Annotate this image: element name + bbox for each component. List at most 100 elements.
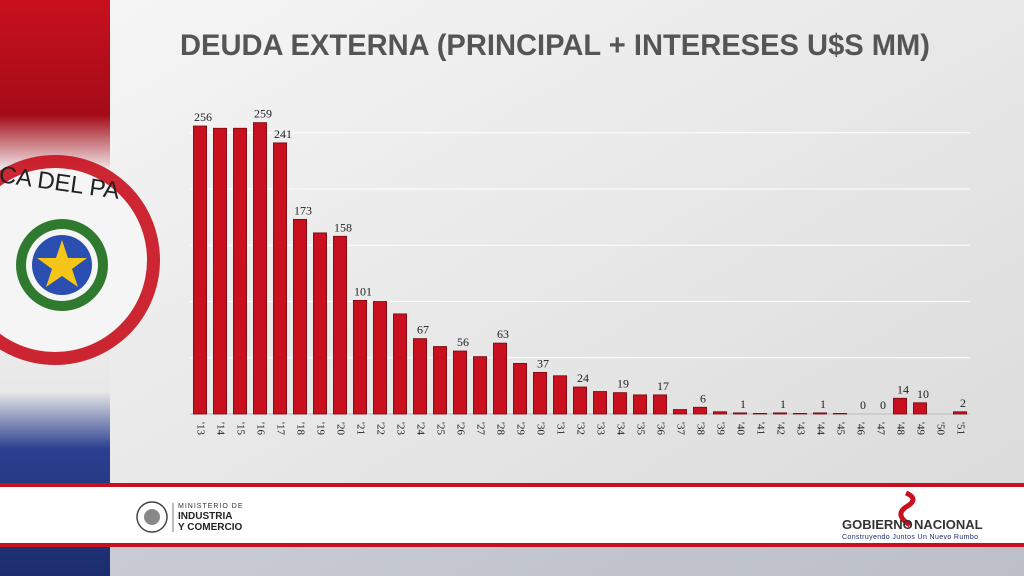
bar bbox=[492, 342, 507, 415]
x-tick-label: '13 bbox=[194, 422, 206, 435]
x-tick-label: '42 bbox=[774, 422, 786, 435]
bar bbox=[833, 413, 848, 415]
ministry-line: INDUSTRIA bbox=[178, 511, 232, 522]
bar bbox=[272, 142, 287, 415]
bar bbox=[633, 394, 648, 415]
x-tick-label: '48 bbox=[894, 422, 906, 435]
data-label: 173 bbox=[294, 203, 312, 217]
bar bbox=[332, 235, 347, 415]
ministry-line: Y COMERCIO bbox=[178, 522, 242, 533]
data-label: 1 bbox=[740, 397, 746, 411]
data-label: 63 bbox=[497, 327, 509, 341]
bar bbox=[292, 218, 307, 415]
bar bbox=[813, 412, 828, 415]
x-tick-label: '30 bbox=[534, 422, 546, 435]
bar bbox=[913, 402, 928, 415]
x-tick-label: '26 bbox=[454, 422, 466, 435]
x-tick-label: '22 bbox=[374, 422, 386, 435]
x-tick-label: '39 bbox=[714, 422, 726, 435]
x-tick-label: '27 bbox=[474, 422, 486, 435]
bar bbox=[673, 409, 688, 415]
bar bbox=[192, 125, 207, 415]
x-tick-label: '46 bbox=[854, 422, 866, 435]
x-tick-label: '41 bbox=[754, 422, 766, 435]
x-tick-label: '44 bbox=[814, 422, 826, 435]
data-label: 56 bbox=[457, 335, 469, 349]
data-label: 259 bbox=[254, 107, 272, 121]
data-label: 256 bbox=[194, 110, 212, 124]
ministry-line: MINISTERIO DE bbox=[178, 503, 244, 510]
bar bbox=[392, 313, 407, 415]
x-tick-label: '29 bbox=[514, 422, 526, 435]
data-label: 10 bbox=[917, 387, 929, 401]
government-name: NACIONAL bbox=[914, 517, 983, 532]
x-tick-label: '18 bbox=[294, 422, 306, 435]
bar bbox=[893, 397, 908, 415]
x-tick-label: '15 bbox=[234, 422, 246, 435]
bar bbox=[312, 232, 327, 415]
bar bbox=[573, 386, 588, 415]
x-tick-label: '14 bbox=[214, 422, 226, 435]
x-tick-label: '45 bbox=[834, 422, 846, 435]
bar bbox=[372, 301, 387, 415]
bar bbox=[793, 413, 808, 415]
x-tick-label: '35 bbox=[634, 422, 646, 435]
x-tick-label: '17 bbox=[274, 422, 286, 435]
government-name: GOBIERNO bbox=[842, 517, 913, 532]
bar bbox=[693, 406, 708, 415]
bar bbox=[412, 338, 427, 415]
bar bbox=[613, 392, 628, 415]
bar bbox=[713, 411, 728, 415]
x-tick-label: '28 bbox=[494, 422, 506, 435]
slogan: Construyendo Juntos Un Nuevo Rumbo bbox=[842, 534, 978, 541]
x-tick-label: '20 bbox=[334, 422, 346, 435]
footer: MINISTERIO DE INDUSTRIA Y COMERCIO GOBIE… bbox=[0, 483, 1024, 576]
x-tick-label: '25 bbox=[434, 422, 446, 435]
flag: ICA DEL PA bbox=[0, 0, 160, 576]
chart-title: DEUDA EXTERNA (PRINCIPAL + INTERESES U$S… bbox=[180, 29, 930, 62]
x-tick-label: '19 bbox=[314, 422, 326, 435]
x-tick-label: '16 bbox=[254, 422, 266, 435]
bar bbox=[753, 413, 768, 415]
bar bbox=[472, 356, 487, 415]
x-tick-label: '43 bbox=[794, 422, 806, 435]
data-label: 14 bbox=[897, 382, 909, 396]
x-tick-label: '31 bbox=[554, 422, 566, 435]
bar bbox=[452, 350, 467, 415]
x-tick-label: '40 bbox=[734, 422, 746, 435]
bar bbox=[212, 127, 227, 415]
data-label: 101 bbox=[354, 284, 372, 298]
bar bbox=[252, 122, 267, 415]
bar bbox=[593, 391, 608, 415]
bar bbox=[773, 412, 788, 415]
x-tick-label: '32 bbox=[574, 422, 586, 435]
bar bbox=[513, 362, 528, 415]
data-label: 158 bbox=[334, 220, 352, 234]
x-tick-label: '50 bbox=[934, 422, 946, 435]
bar bbox=[953, 411, 968, 415]
data-label: 17 bbox=[657, 379, 669, 393]
bar bbox=[232, 127, 247, 415]
data-label: 6 bbox=[700, 391, 706, 405]
data-label: 1 bbox=[780, 397, 786, 411]
data-label: 37 bbox=[537, 356, 549, 370]
x-tick-label: '23 bbox=[394, 422, 406, 435]
bar bbox=[653, 394, 668, 415]
data-label: 241 bbox=[274, 127, 292, 141]
x-tick-label: '21 bbox=[354, 422, 366, 435]
x-tick-label: '36 bbox=[654, 422, 666, 435]
data-label: 67 bbox=[417, 323, 429, 337]
x-tick-label: '51 bbox=[954, 422, 966, 435]
data-label: 2 bbox=[960, 396, 966, 410]
data-label: 0 bbox=[860, 398, 866, 412]
x-tick-label: '37 bbox=[674, 422, 686, 435]
x-tick-label: '24 bbox=[414, 422, 426, 435]
x-tick-label: '49 bbox=[914, 422, 926, 435]
data-label: 19 bbox=[617, 377, 629, 391]
x-tick-label: '34 bbox=[614, 422, 626, 435]
bar bbox=[733, 412, 748, 415]
data-label: 0 bbox=[880, 398, 886, 412]
plot: '13256'14'15'16259'17241'18173'19'20158'… bbox=[190, 107, 970, 435]
